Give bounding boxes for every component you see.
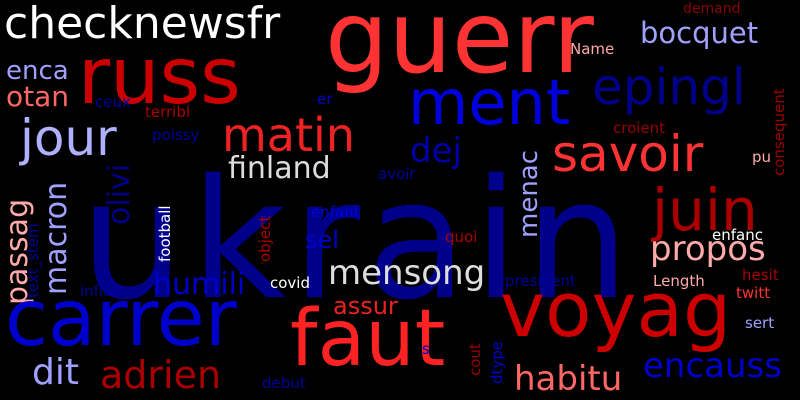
word-quoi: quoi [445,228,478,246]
word-name: Name [570,40,615,58]
word-guerr: guerr [325,0,594,96]
word-assur: assur [333,292,398,320]
word-football: football [156,205,174,262]
word-consequent: consequent [770,88,788,176]
word-covid: covid [270,274,310,292]
word-otan: otan [6,80,70,113]
word-length: Length [653,272,705,290]
word-dit: dit [32,352,79,393]
word-matin: matin [222,108,355,162]
word-faut: faut [290,294,446,384]
word-dej: dej [410,131,462,171]
word-propos: propos [650,229,766,269]
word-sel: sel [305,226,339,254]
word-s: s [422,340,430,358]
word-sert: sert [745,314,775,332]
word-finland: finland [228,151,331,186]
word-humili: humili [153,267,246,302]
word-demand: demand [683,1,741,17]
word-enfanc: enfanc [712,226,763,244]
word-habitu: habitu [514,359,623,399]
word-ceux: ceux [95,93,131,111]
word-juin: juin [652,176,758,244]
word-epingl: epingl [592,58,746,116]
word-carrer: carrer [5,274,237,364]
word-olivi: olivi [102,163,137,225]
word-twitt: twitt [736,284,771,302]
word-russ: russ [78,32,241,122]
word-menac: menac [514,149,544,238]
word-jour: jour [20,109,117,167]
word-terribl: terribl [145,103,191,121]
word-bocquet: bocquet [640,16,759,50]
word-croient: croient [613,119,666,137]
word-mensong: mensong [328,253,486,293]
word-object: object [256,215,274,262]
word-er: er [317,90,333,108]
word-ment: ment [408,66,571,139]
word-inflat: inflat [80,282,119,300]
word-poissy: poissy [152,126,200,144]
word-debut: debut [262,374,306,392]
word-enfant: enfant [311,203,360,221]
word-hesit: hesit [742,266,779,284]
word-enca: enca [6,56,69,86]
word-dtype: dtype [488,340,506,384]
word-adrien: adrien [100,353,222,397]
word-ukrain: ukrain [80,144,636,336]
word-avoir: avoir [378,165,416,183]
word-savoir: savoir [552,125,704,183]
word-cout: cout [466,343,484,376]
word-checknewsfr: checknewsfr [4,0,281,49]
word-pu: pu [752,148,772,166]
word-voyag: voyag [500,265,732,354]
word-encauss: encauss [643,346,782,386]
word-president: president [505,272,576,290]
